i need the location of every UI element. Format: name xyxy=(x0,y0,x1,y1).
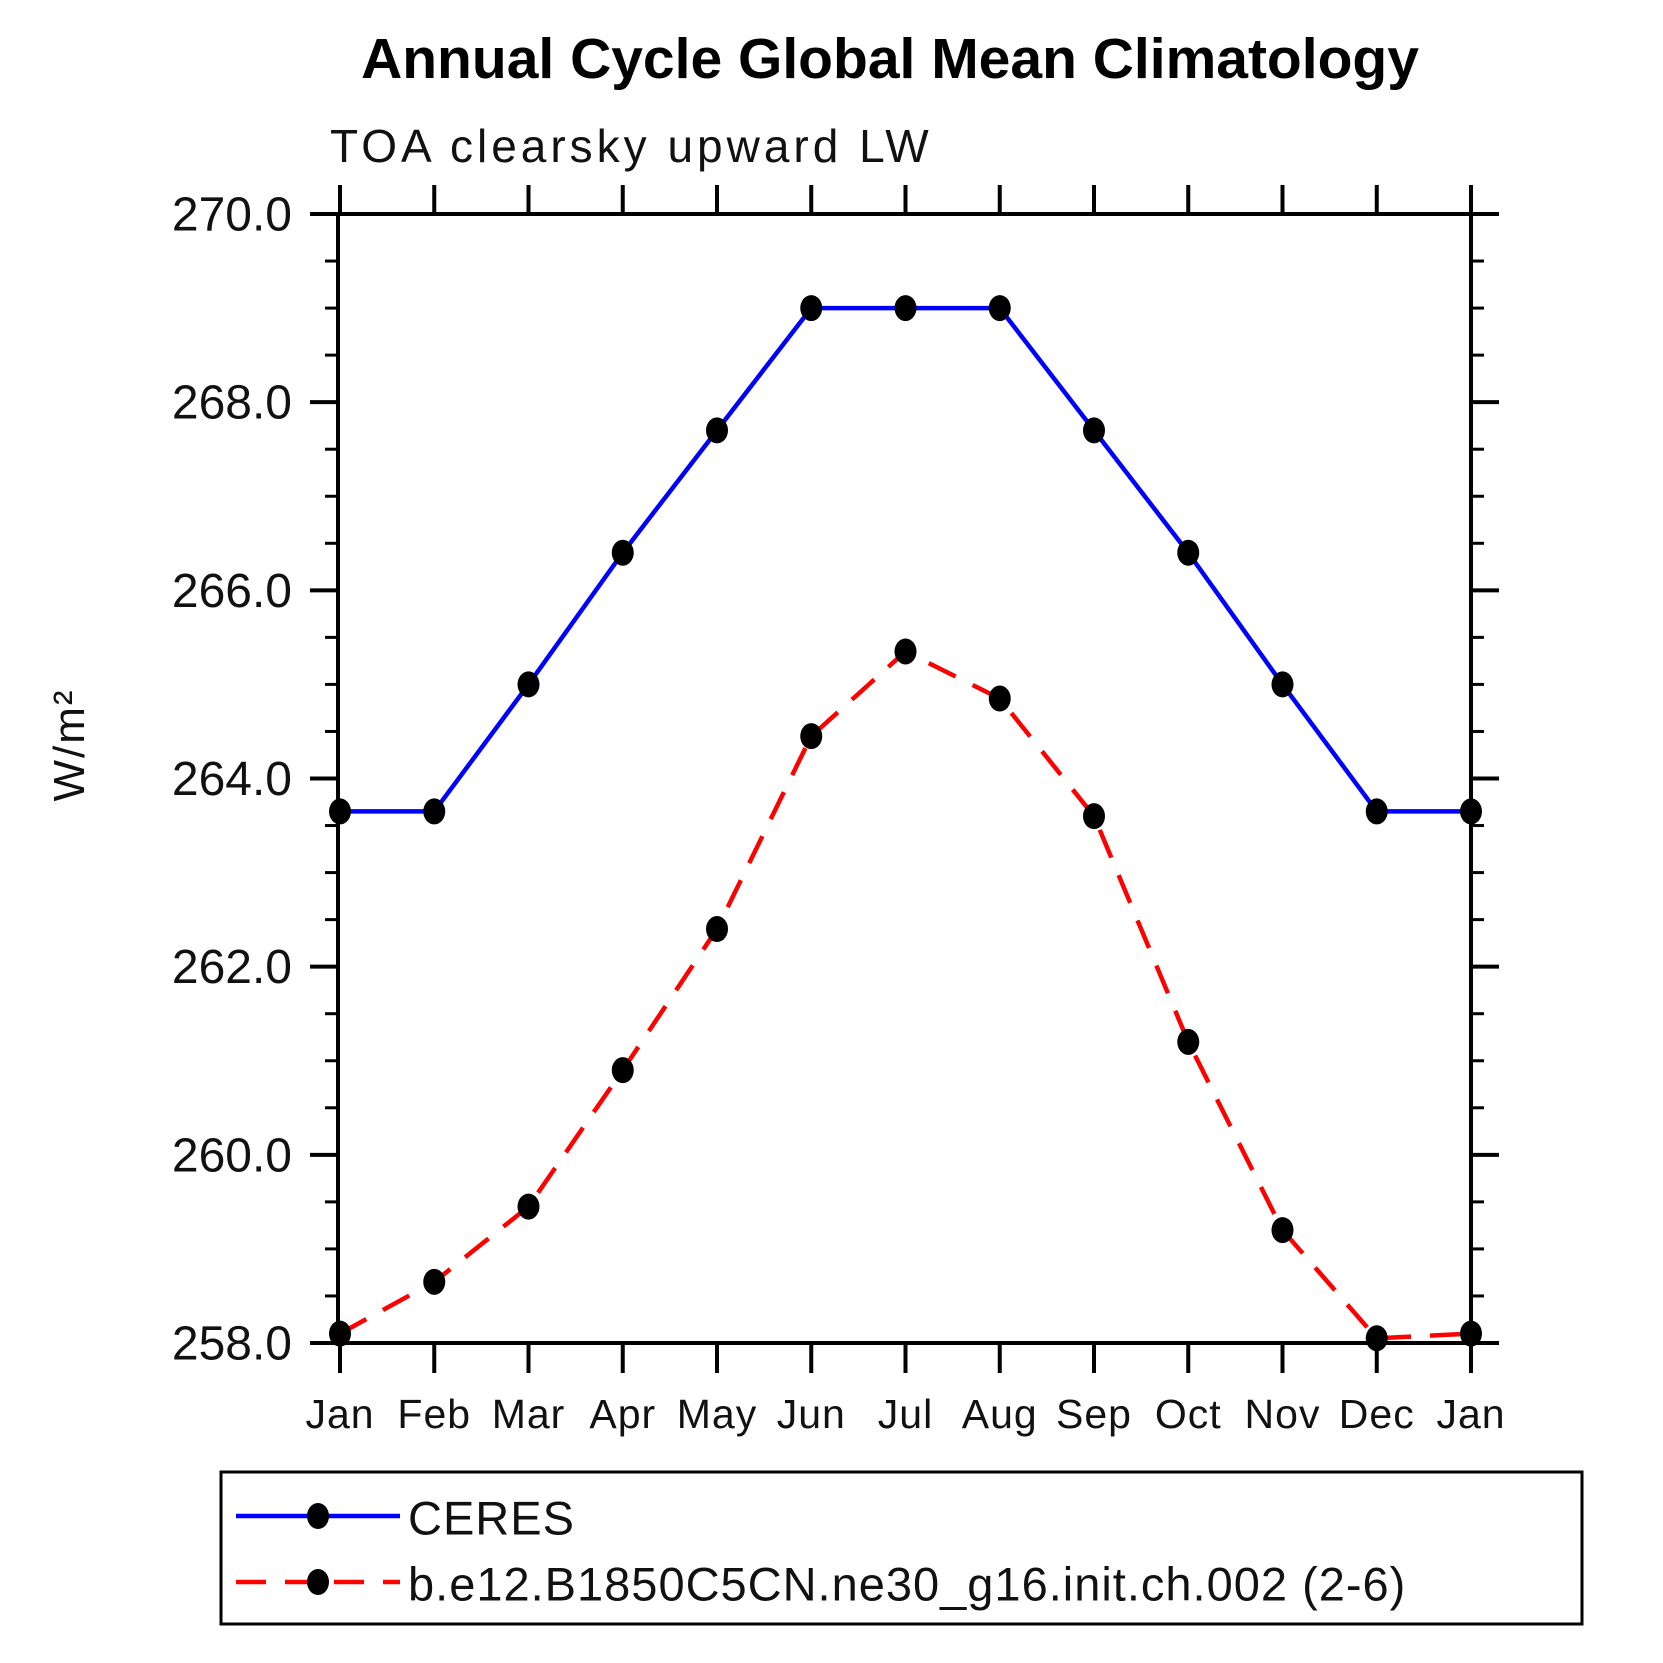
legend-box xyxy=(219,1470,1584,1626)
data-point-marker xyxy=(517,671,540,698)
y-tick-label: 266.0 xyxy=(172,565,292,618)
data-point-marker xyxy=(329,1320,351,1347)
data-point-marker xyxy=(423,1268,446,1295)
y-tick-label: 262.0 xyxy=(172,941,292,994)
data-point-marker xyxy=(1177,539,1200,566)
data-point-marker xyxy=(1271,1217,1294,1244)
data-point-marker xyxy=(517,1193,540,1220)
data-point-marker xyxy=(988,685,1011,712)
legend-marker xyxy=(307,1569,329,1595)
data-point-marker xyxy=(706,916,728,943)
x-tick-label: Apr xyxy=(589,1391,656,1437)
legend-label: b.e12.B1850C5CN.ne30_g16.init.ch.002 (2-… xyxy=(408,1558,1406,1611)
x-tick-label: Jan xyxy=(305,1391,374,1437)
y-tick-label: 258.0 xyxy=(172,1318,292,1371)
series-line-1 xyxy=(338,648,1472,1341)
data-point-marker xyxy=(800,295,823,322)
x-tick-label: Mar xyxy=(492,1391,566,1437)
data-point-marker xyxy=(1177,1028,1200,1055)
data-point-marker xyxy=(894,638,917,665)
data-point-marker xyxy=(1460,798,1482,825)
data-series xyxy=(329,295,1482,1352)
x-tick-labels: Jan Feb Mar Apr May Jun Jul Aug Sep Oct Nov Dec Jan xyxy=(305,1391,1505,1437)
x-tick-label: Aug xyxy=(962,1391,1038,1437)
x-tick-label: Nov xyxy=(1245,1391,1321,1437)
legend: CERES b.e12.B1850C5CN.ne30_g16.init.ch.00… xyxy=(219,1470,1584,1626)
data-point-marker xyxy=(611,1057,634,1084)
data-point-marker xyxy=(1365,1325,1388,1352)
data-point-marker xyxy=(1365,798,1388,825)
y-tick-label: 268.0 xyxy=(172,377,292,430)
y-axis-label: W/m² xyxy=(45,688,94,801)
plot-frame xyxy=(336,212,1473,1345)
data-point-marker xyxy=(706,417,728,444)
x-tick-label: May xyxy=(677,1391,757,1437)
data-point-marker xyxy=(894,295,917,322)
x-tick-label: Jan xyxy=(1436,1391,1505,1437)
y-tick-label: 264.0 xyxy=(172,753,292,806)
chart-subtitle: TOA clearsky upward LW xyxy=(330,120,933,172)
series-line-0 xyxy=(340,305,1471,814)
data-point-marker xyxy=(1460,1320,1482,1347)
y-tick-label: 270.0 xyxy=(172,189,292,242)
chart-title: Annual Cycle Global Mean Climatology xyxy=(361,27,1419,91)
data-point-marker xyxy=(988,295,1011,322)
data-point-marker xyxy=(611,539,634,566)
x-tick-label: Oct xyxy=(1155,1391,1222,1437)
x-tick-label: Feb xyxy=(397,1391,471,1437)
data-point-marker xyxy=(800,723,823,750)
x-tick-label: Sep xyxy=(1056,1391,1132,1437)
data-point-marker xyxy=(329,798,351,825)
y-tick-labels: 270.0 268.0 266.0 264.0 262.0 260.0 258.0 xyxy=(172,189,292,1371)
x-tick-label: Jun xyxy=(777,1391,846,1437)
x-tick-label: Dec xyxy=(1339,1391,1415,1437)
data-point-marker xyxy=(1083,417,1105,444)
legend-marker xyxy=(307,1503,329,1529)
data-point-marker xyxy=(1083,803,1105,830)
axis-ticks xyxy=(310,185,1499,1373)
data-point-marker xyxy=(1271,671,1294,698)
y-tick-label: 260.0 xyxy=(172,1129,292,1182)
legend-label: CERES xyxy=(408,1492,575,1545)
x-tick-label: Jul xyxy=(878,1391,933,1437)
data-point-marker xyxy=(423,798,446,825)
